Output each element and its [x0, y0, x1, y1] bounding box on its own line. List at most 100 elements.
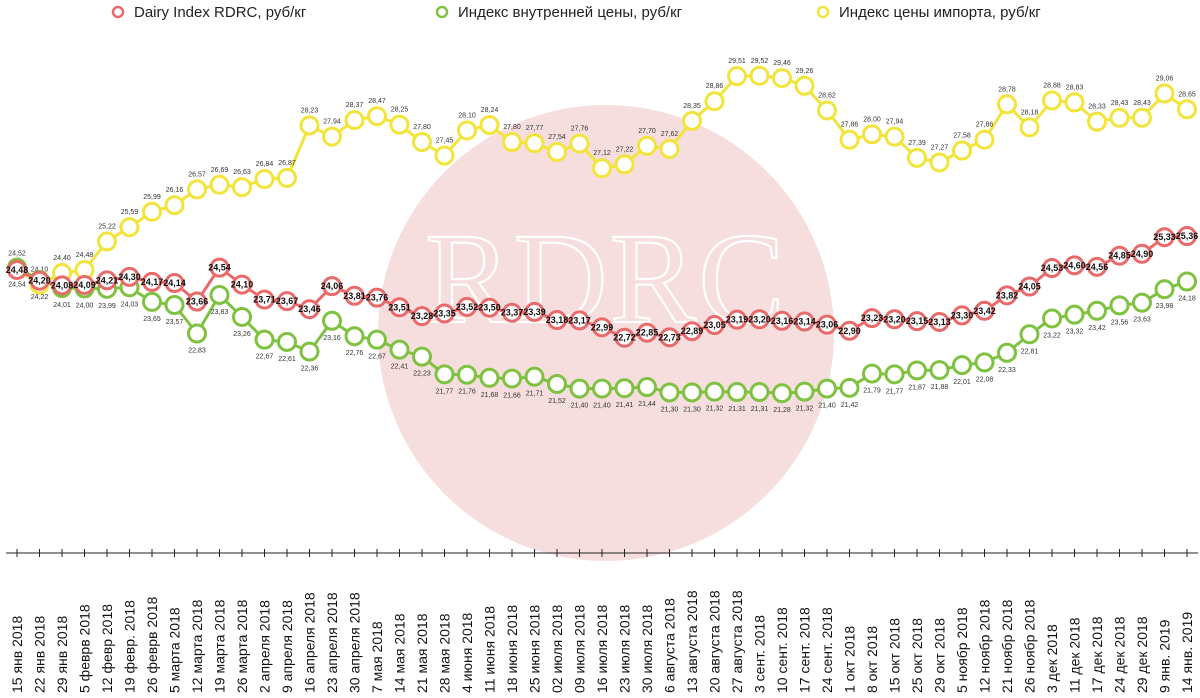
data-label-domestic: 21,52 [548, 398, 566, 405]
x-tick-label: 24 сент. 2018 [819, 607, 835, 693]
x-tick-label: 26 марта 2018 [234, 599, 250, 693]
data-label-domestic: 21,71 [526, 391, 544, 398]
x-tick-label: 3 сент. 2018 [752, 615, 768, 693]
data-label-import: 28,25 [391, 107, 409, 114]
data-point-domestic [1087, 300, 1107, 321]
data-point-import [502, 132, 522, 153]
data-point-import [704, 91, 725, 112]
data-point-import [1019, 117, 1040, 138]
data-point-import [412, 132, 432, 153]
data-label-dairy: 23,05 [703, 320, 726, 330]
x-tick-label: 19 марта 2018 [212, 599, 228, 693]
data-point-dairy [704, 315, 725, 336]
data-point-import [457, 120, 477, 141]
data-label-import: 28,24 [481, 107, 499, 114]
data-label-domestic: 21,31 [728, 406, 746, 413]
x-tick-label: 1 окт 2018 [842, 626, 858, 693]
data-label-dairy: 24,10 [231, 280, 254, 290]
data-point-domestic [457, 364, 477, 385]
x-tick-label: 9 янв. 2019 [1157, 619, 1173, 693]
data-label-domestic: 21,76 [458, 389, 476, 396]
data-label-import: 27,86 [841, 122, 859, 129]
data-label-dairy: 23,81 [343, 291, 366, 301]
data-point-domestic [434, 364, 455, 385]
data-point-dairy [862, 308, 882, 329]
data-point-dairy [457, 296, 477, 317]
data-label-domestic: 21,40 [593, 403, 611, 410]
data-point-import [884, 126, 905, 147]
data-label-domestic: 22,61 [278, 356, 296, 363]
data-point-dairy [794, 311, 815, 332]
x-tick-label: 5 феврв 2018 [77, 604, 93, 693]
data-label-dairy: 24,20 [28, 276, 51, 286]
data-point-import [1042, 90, 1062, 111]
data-label-import: 24,52 [8, 250, 26, 257]
data-label-dairy: 23,46 [298, 304, 321, 314]
data-label-dairy: 25,36 [1176, 231, 1199, 241]
data-label-import: 29,46 [773, 60, 791, 67]
x-tick-label: 16 июля 2018 [594, 605, 610, 693]
data-point-dairy [119, 266, 140, 287]
data-label-import: 28,88 [1043, 82, 1061, 89]
data-point-dairy [772, 310, 792, 331]
x-tick-label: 20 августа 2018 [707, 590, 723, 693]
x-tick-label: 12 февр 2018 [99, 604, 115, 693]
data-point-dairy [727, 309, 747, 330]
data-label-domestic: 23,99 [98, 303, 116, 310]
data-label-domestic: 21,68 [481, 392, 499, 399]
legend-item-dairy: Dairy Index RDRC, руб/кг [111, 4, 307, 21]
data-label-domestic: 21,31 [751, 406, 769, 413]
x-tick-label: 27 августа 2018 [729, 590, 745, 693]
data-point-domestic [952, 355, 972, 376]
data-point-domestic [614, 378, 635, 399]
data-label-import: 26,63 [233, 169, 251, 176]
data-point-domestic [704, 381, 725, 402]
data-point-import [1087, 111, 1107, 132]
data-point-domestic [682, 382, 702, 403]
data-point-dairy [322, 276, 342, 297]
data-label-dairy: 23,42 [973, 306, 996, 316]
data-point-import [772, 68, 792, 89]
data-point-dairy [682, 321, 702, 342]
data-point-dairy [367, 287, 387, 308]
data-label-domestic: 24,18 [1178, 295, 1196, 302]
data-point-domestic [524, 366, 545, 387]
x-tick-label: 23 апреля 2018 [324, 592, 340, 693]
data-label-domestic: 21,32 [706, 406, 724, 413]
x-tick-label: 2 апреля 2018 [257, 600, 273, 693]
x-tick-label: 24 дек 2018 [1112, 616, 1128, 693]
data-label-import: 27,12 [593, 150, 611, 157]
data-label-domestic: 21,42 [841, 402, 859, 409]
data-label-dairy: 24,90 [1131, 249, 1154, 259]
data-point-import [569, 133, 590, 154]
data-label-dairy: 23,52 [456, 302, 479, 312]
data-label-dairy: 22,99 [591, 322, 614, 332]
data-label-dairy: 24,53 [1041, 263, 1064, 273]
data-point-dairy [1019, 276, 1040, 297]
data-label-dairy: 23,15 [906, 316, 929, 326]
x-tick-label: 6 августа 2018 [662, 598, 678, 693]
data-label-domestic: 21,77 [436, 388, 454, 395]
data-label-domestic: 23,32 [1066, 329, 1084, 336]
data-point-import [592, 158, 612, 179]
data-point-domestic [772, 383, 792, 404]
data-point-domestic [277, 331, 297, 352]
data-label-dairy: 22,90 [838, 326, 861, 336]
data-label-dairy: 23,30 [951, 310, 974, 320]
data-point-dairy [344, 285, 365, 306]
data-label-dairy: 22,85 [636, 328, 659, 338]
data-point-dairy [29, 270, 50, 291]
x-tick-label: 11 июня 2018 [482, 606, 498, 693]
data-point-domestic [929, 360, 950, 381]
data-label-domestic: 23,98 [1156, 303, 1174, 310]
data-label-import: 28,47 [368, 98, 386, 105]
data-label-domestic: 23,65 [143, 316, 161, 323]
data-label-dairy: 24,17 [141, 277, 164, 287]
legend-label-dairy: Dairy Index RDRC, руб/кг [134, 4, 307, 21]
x-tick-label: 17 сент. 2018 [797, 607, 813, 693]
data-point-import [682, 110, 702, 131]
data-point-dairy [839, 320, 860, 341]
data-label-import: 27,94 [886, 119, 904, 126]
data-point-import [1177, 99, 1197, 120]
data-label-import: 27,76 [571, 126, 589, 133]
